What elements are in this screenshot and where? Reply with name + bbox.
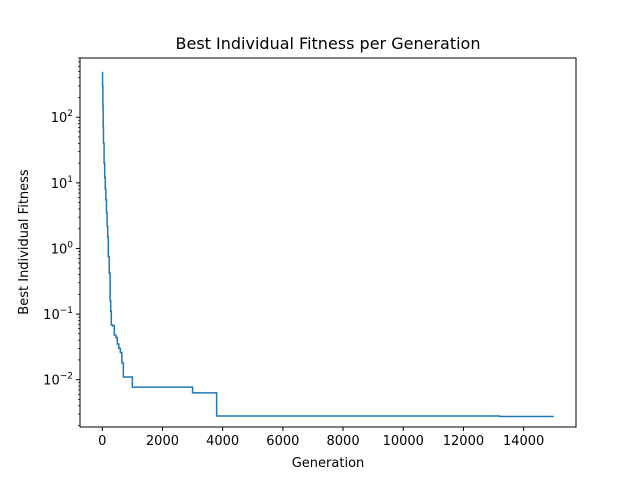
x-tick-label: 10000 — [383, 434, 424, 449]
plot-frame — [79, 57, 577, 428]
series-layer — [101, 71, 554, 418]
x-tick-label: 14000 — [503, 434, 544, 449]
y-tick-label: 10−2 — [43, 372, 73, 389]
x-axis-ticks: 0 2000 4000 6000 8000 10000 12000 14000 — [98, 427, 544, 449]
x-tick-label: 2000 — [146, 434, 179, 449]
y-tick-label: 10−1 — [43, 306, 73, 323]
y-tick-label: 100 — [51, 240, 74, 257]
x-tick-label: 6000 — [266, 434, 299, 449]
plot-area — [80, 58, 576, 427]
x-tick-label: 4000 — [206, 434, 239, 449]
y-axis-ticks: 10−2 10−1 100 101 102 — [43, 57, 80, 426]
chart-title: Best Individual Fitness per Generation — [176, 34, 481, 53]
x-tick-label: 12000 — [443, 434, 484, 449]
series-line — [101, 71, 554, 418]
x-tick-label: 8000 — [327, 434, 360, 449]
x-axis-label: Generation — [292, 456, 365, 471]
y-tick-label: 102 — [51, 109, 73, 126]
x-tick-label: 0 — [98, 434, 106, 449]
y-tick-label: 101 — [51, 175, 73, 192]
y-axis-label: Best Individual Fitness — [17, 169, 32, 315]
